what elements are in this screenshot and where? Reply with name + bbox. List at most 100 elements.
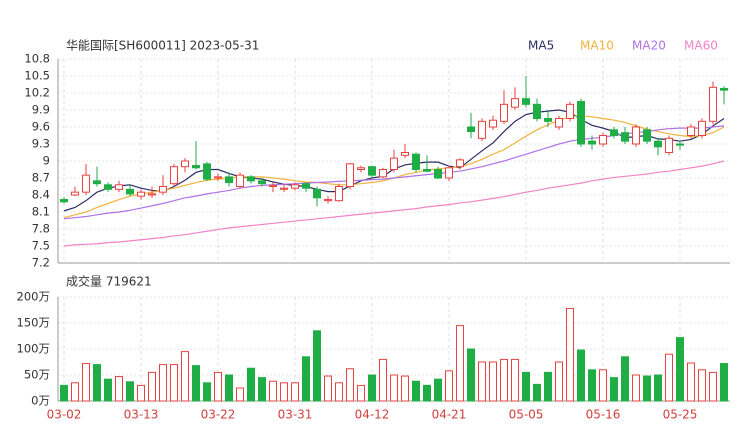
volume-bar	[434, 378, 442, 402]
volume-bar	[555, 361, 563, 402]
volume-bar	[511, 358, 519, 402]
volume-bar	[71, 382, 79, 402]
candle-body	[698, 120, 706, 137]
y-tick-label: 7.8	[32, 222, 50, 236]
volume-bar	[346, 368, 354, 402]
volume-bar	[467, 348, 475, 402]
x-tick-label: 03-02	[47, 408, 82, 422]
volume-bar	[148, 371, 156, 402]
y-tick-label: 9.3	[32, 137, 50, 151]
volume-bar	[192, 365, 200, 402]
candle-body	[654, 140, 662, 148]
volume-bar	[258, 377, 266, 402]
y-tick-label: 9.6	[32, 120, 50, 134]
candle-body	[588, 140, 596, 145]
candle-body	[599, 135, 607, 145]
candle-body	[434, 169, 442, 179]
volume-bar	[247, 367, 255, 402]
volume-bar	[401, 375, 409, 402]
y-tick-label: 10.2	[24, 86, 50, 100]
candle-body	[467, 126, 475, 133]
ma-line	[63, 160, 725, 247]
chart-title: 华能国际[SH600011] 2023-05-31	[66, 39, 259, 53]
y-tick-label: 200万	[17, 290, 50, 304]
candle-body	[357, 167, 365, 171]
legend-label: MA20	[632, 39, 666, 53]
volume-bar	[236, 387, 244, 402]
volume-bar	[698, 369, 706, 402]
volume-bar	[676, 337, 684, 402]
candle-body	[522, 98, 530, 105]
candle-body	[126, 188, 134, 195]
x-tick-label: 03-31	[278, 408, 313, 422]
volume-bar	[566, 307, 574, 402]
candle-body	[302, 183, 310, 189]
volume-bar	[225, 374, 233, 402]
x-tick-label: 03-22	[201, 408, 236, 422]
legend-label: MA5	[528, 39, 554, 53]
x-tick-label: 03-13	[124, 408, 159, 422]
candle-body	[115, 184, 123, 190]
candle-body	[544, 118, 552, 122]
candle-body	[203, 163, 211, 180]
volume-bar	[687, 362, 695, 402]
x-tick-label: 04-21	[432, 408, 467, 422]
volume-bar	[665, 353, 673, 402]
candle-body	[720, 87, 728, 91]
x-tick-label: 05-25	[663, 408, 698, 422]
volume-bar	[390, 374, 398, 402]
volume-bar	[489, 361, 497, 402]
candle-body	[445, 167, 453, 179]
volume-bar	[269, 380, 277, 402]
candle-body	[280, 187, 288, 190]
volume-bar	[643, 375, 651, 402]
candle-body	[324, 199, 332, 202]
candle-body	[511, 98, 519, 108]
volume-bar	[720, 363, 728, 402]
volume-bar	[456, 325, 464, 402]
candle-body	[313, 188, 321, 199]
legend-label: MA60	[684, 39, 718, 53]
volume-bar	[181, 351, 189, 402]
candle-body	[401, 152, 409, 156]
candle-body	[478, 120, 486, 139]
y-tick-label: 10.8	[24, 52, 50, 66]
volume-bar	[82, 363, 90, 402]
volume-bar	[522, 371, 530, 402]
volume-bar	[423, 384, 431, 402]
candle-body	[247, 176, 255, 182]
candle-body	[181, 160, 189, 168]
candle-body	[621, 132, 629, 142]
y-tick-label: 100万	[17, 342, 50, 356]
volume-bar	[500, 358, 508, 402]
candle-body	[632, 126, 640, 145]
volume-bar	[412, 380, 420, 402]
volume-bar	[445, 370, 453, 402]
volume-bar	[654, 374, 662, 402]
candle-body	[236, 174, 244, 188]
volume-bar	[610, 377, 618, 402]
candle-body	[566, 103, 574, 120]
volume-bar	[159, 364, 167, 402]
candle-body	[412, 153, 420, 170]
volume-bar	[379, 358, 387, 402]
y-tick-label: 8.1	[32, 205, 50, 219]
volume-bar	[544, 371, 552, 402]
volume-bar	[203, 382, 211, 402]
volume-bar	[632, 374, 640, 402]
volume-bar	[533, 383, 541, 402]
candle-body	[82, 174, 90, 193]
y-tick-label: 150万	[17, 316, 50, 330]
candle-body	[291, 184, 299, 189]
volume-bar	[313, 330, 321, 402]
volume-bar	[60, 384, 68, 402]
candle-body	[60, 199, 68, 203]
volume-bar	[115, 376, 123, 402]
candle-body	[137, 191, 145, 197]
candle-body	[610, 129, 618, 136]
volume-bar	[599, 369, 607, 402]
y-tick-label: 9	[43, 154, 50, 168]
volume-bar	[577, 349, 585, 402]
candle-body	[71, 191, 79, 196]
